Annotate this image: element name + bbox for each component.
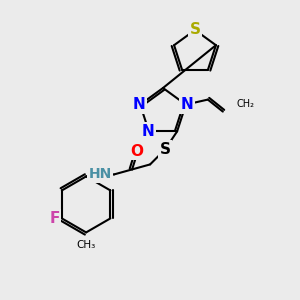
- Text: N: N: [142, 124, 154, 139]
- Text: N: N: [133, 97, 146, 112]
- Text: CH₂: CH₂: [237, 99, 255, 109]
- Text: CH₃: CH₃: [76, 240, 96, 250]
- Text: S: S: [190, 22, 200, 38]
- Text: O: O: [130, 144, 144, 159]
- Text: HN: HN: [89, 167, 112, 182]
- Text: S: S: [160, 142, 171, 157]
- Text: N: N: [181, 97, 193, 112]
- Text: F: F: [50, 211, 60, 226]
